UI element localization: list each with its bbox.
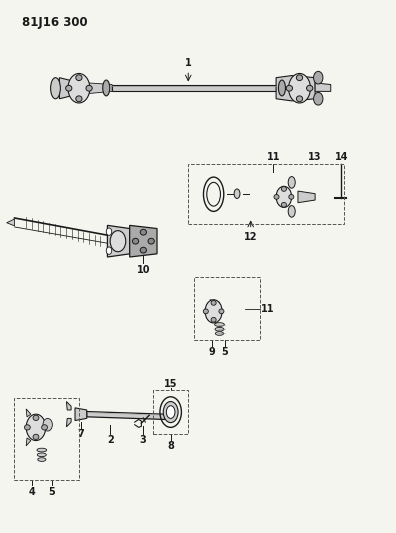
Ellipse shape <box>76 75 82 80</box>
Ellipse shape <box>25 425 30 430</box>
Ellipse shape <box>86 85 92 91</box>
Bar <box>15 398 79 480</box>
Ellipse shape <box>166 406 175 418</box>
Ellipse shape <box>307 85 313 91</box>
Text: 14: 14 <box>335 152 348 162</box>
Text: 3: 3 <box>139 435 146 445</box>
Ellipse shape <box>211 301 216 305</box>
Polygon shape <box>107 225 129 257</box>
Ellipse shape <box>148 238 154 244</box>
Ellipse shape <box>288 206 295 217</box>
Ellipse shape <box>38 458 46 462</box>
Ellipse shape <box>37 448 47 452</box>
Circle shape <box>205 300 222 323</box>
Ellipse shape <box>288 176 295 188</box>
Ellipse shape <box>215 327 224 331</box>
Polygon shape <box>298 191 315 203</box>
Polygon shape <box>67 418 71 427</box>
Ellipse shape <box>132 238 139 244</box>
Ellipse shape <box>274 195 279 199</box>
Circle shape <box>106 247 112 254</box>
Text: 4: 4 <box>29 487 35 497</box>
Ellipse shape <box>33 415 39 421</box>
Ellipse shape <box>33 434 39 440</box>
Text: 12: 12 <box>244 232 257 241</box>
Polygon shape <box>276 76 315 101</box>
Ellipse shape <box>215 332 224 335</box>
Ellipse shape <box>51 78 60 99</box>
Text: 5: 5 <box>48 487 55 497</box>
Text: 5: 5 <box>221 347 228 357</box>
Ellipse shape <box>140 247 147 253</box>
Ellipse shape <box>219 309 224 314</box>
Polygon shape <box>87 411 165 419</box>
Polygon shape <box>7 219 15 226</box>
Polygon shape <box>75 408 87 421</box>
Ellipse shape <box>163 401 178 423</box>
Circle shape <box>314 71 323 84</box>
Circle shape <box>276 187 292 207</box>
Ellipse shape <box>296 75 303 80</box>
Bar <box>153 391 188 434</box>
Circle shape <box>26 414 46 441</box>
Polygon shape <box>67 401 71 410</box>
Circle shape <box>289 74 310 103</box>
Polygon shape <box>112 85 276 91</box>
Text: 7: 7 <box>78 430 84 440</box>
Circle shape <box>106 228 112 236</box>
Text: 15: 15 <box>164 379 177 389</box>
Polygon shape <box>315 83 331 91</box>
Ellipse shape <box>66 85 72 91</box>
Polygon shape <box>89 83 112 93</box>
Ellipse shape <box>234 189 240 198</box>
Ellipse shape <box>42 425 48 430</box>
Ellipse shape <box>215 322 225 326</box>
Circle shape <box>68 74 90 103</box>
Text: 2: 2 <box>107 435 114 445</box>
Ellipse shape <box>282 187 286 191</box>
Polygon shape <box>26 438 31 446</box>
Polygon shape <box>26 409 31 417</box>
Text: 9: 9 <box>208 347 215 357</box>
Text: 1: 1 <box>185 58 192 68</box>
Ellipse shape <box>278 80 286 96</box>
Circle shape <box>314 92 323 105</box>
Polygon shape <box>59 78 81 99</box>
Text: 11: 11 <box>261 304 274 314</box>
Text: 8: 8 <box>167 441 174 451</box>
Ellipse shape <box>76 96 82 102</box>
Text: 11: 11 <box>267 152 280 162</box>
Ellipse shape <box>37 453 46 457</box>
Text: 81J16 300: 81J16 300 <box>22 16 88 29</box>
Ellipse shape <box>203 309 208 314</box>
Ellipse shape <box>140 229 147 235</box>
Bar <box>188 164 345 224</box>
Text: 10: 10 <box>137 265 150 275</box>
Circle shape <box>43 418 52 431</box>
Polygon shape <box>129 225 157 257</box>
Bar <box>194 277 261 341</box>
Ellipse shape <box>289 195 294 199</box>
Ellipse shape <box>296 96 303 102</box>
Text: 13: 13 <box>308 152 322 162</box>
Polygon shape <box>210 300 219 309</box>
Ellipse shape <box>103 80 110 96</box>
Ellipse shape <box>286 85 293 91</box>
Ellipse shape <box>282 203 286 207</box>
Circle shape <box>110 231 126 252</box>
Ellipse shape <box>211 317 216 322</box>
